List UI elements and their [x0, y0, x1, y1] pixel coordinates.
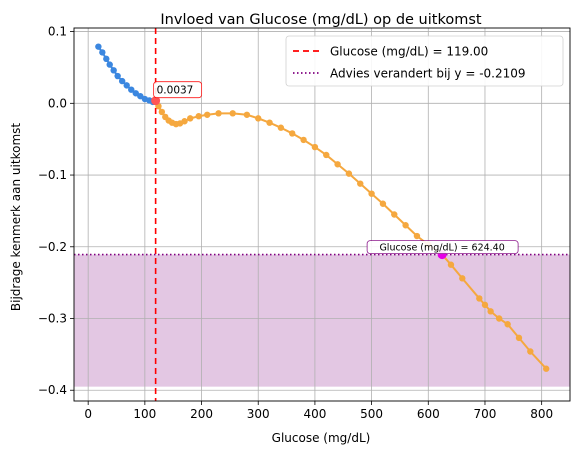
- annotation-crossing-value: Glucose (mg/dL) = 624.40: [366, 240, 519, 254]
- data-point: [413, 232, 421, 240]
- data-point: [289, 130, 296, 137]
- data-point: [103, 55, 110, 63]
- x-tick-label: 600: [417, 407, 440, 421]
- data-point: [215, 110, 222, 117]
- axes-frame: [73, 27, 571, 402]
- data-point: [391, 211, 398, 218]
- data-point: [357, 180, 364, 187]
- annotation-marker-value: 0.0037: [153, 81, 203, 99]
- y-tick-label: −0.1: [38, 168, 67, 182]
- data-point: [300, 136, 307, 144]
- x-tick-label: 800: [530, 407, 553, 421]
- x-tick-label: 200: [190, 407, 213, 421]
- data-point: [495, 315, 503, 322]
- data-point: [527, 348, 534, 355]
- data-point: [123, 82, 130, 89]
- data-point: [229, 110, 236, 117]
- x-tick-label: 400: [303, 407, 326, 421]
- data-point: [243, 111, 251, 118]
- x-tick-label: 0: [84, 407, 92, 421]
- data-point: [368, 190, 375, 197]
- data-point: [402, 222, 409, 229]
- legend-label: Glucose (mg/dL) = 119.00: [330, 45, 488, 59]
- annotation-box: [366, 240, 519, 254]
- data-point: [323, 151, 330, 159]
- legend: Glucose (mg/dL) = 119.00 Advies verandert…: [285, 35, 564, 87]
- data-point: [128, 86, 135, 93]
- x-tick-label: 500: [360, 407, 383, 421]
- annotation-text: 0.0037: [157, 85, 194, 97]
- data-point: [447, 261, 455, 268]
- x-tick-label: 300: [247, 407, 270, 421]
- data-point: [187, 115, 194, 122]
- data-point: [379, 200, 387, 207]
- data-point: [481, 301, 489, 309]
- data-point: [114, 72, 121, 80]
- y-tick-label: 0.1: [48, 25, 67, 39]
- data-point: [515, 334, 523, 342]
- data-point: [266, 119, 273, 126]
- legend-box: [285, 35, 564, 87]
- data-point: [345, 170, 353, 177]
- data-point: [487, 308, 494, 315]
- data-point: [542, 365, 550, 372]
- data-point: [106, 61, 113, 68]
- data-point: [110, 67, 117, 74]
- shaded-region: [74, 254, 570, 387]
- y-tick-label: −0.2: [38, 240, 67, 254]
- data-point: [277, 124, 285, 131]
- x-tick-label: 700: [474, 407, 497, 421]
- data-point: [99, 49, 106, 56]
- y-tick-label: 0.0: [48, 96, 67, 110]
- data-point: [158, 108, 166, 116]
- data-point: [334, 161, 341, 168]
- data-point: [476, 295, 483, 302]
- y-tick-label: −0.4: [38, 383, 67, 397]
- plot-area: 0.0037 Glucose (mg/dL) = 624.40 0 100 200 300…: [38, 25, 571, 421]
- data-point: [195, 113, 202, 120]
- data-point: [181, 118, 188, 125]
- data-point: [95, 43, 102, 50]
- data-point: [255, 115, 262, 122]
- data-point: [459, 275, 466, 282]
- data-point: [204, 111, 211, 118]
- annotation-box: [153, 81, 203, 99]
- y-axis-label: Bijdrage kenmerk aan uitkomst: [9, 123, 23, 311]
- legend-label: Advies verandert bij y = -0.2109: [330, 67, 526, 81]
- data-point: [311, 143, 319, 151]
- marker-point: [151, 96, 161, 106]
- x-tick-label: 100: [133, 407, 156, 421]
- annotation-text: Glucose (mg/dL) = 624.40: [379, 243, 504, 254]
- data-point: [118, 77, 126, 85]
- y-tick-label: −0.3: [38, 312, 67, 326]
- x-axis-label: Glucose (mg/dL): [272, 431, 371, 445]
- data-point: [504, 321, 511, 328]
- chart-title: Invloed van Glucose (mg/dL) op de uitkom…: [160, 12, 482, 28]
